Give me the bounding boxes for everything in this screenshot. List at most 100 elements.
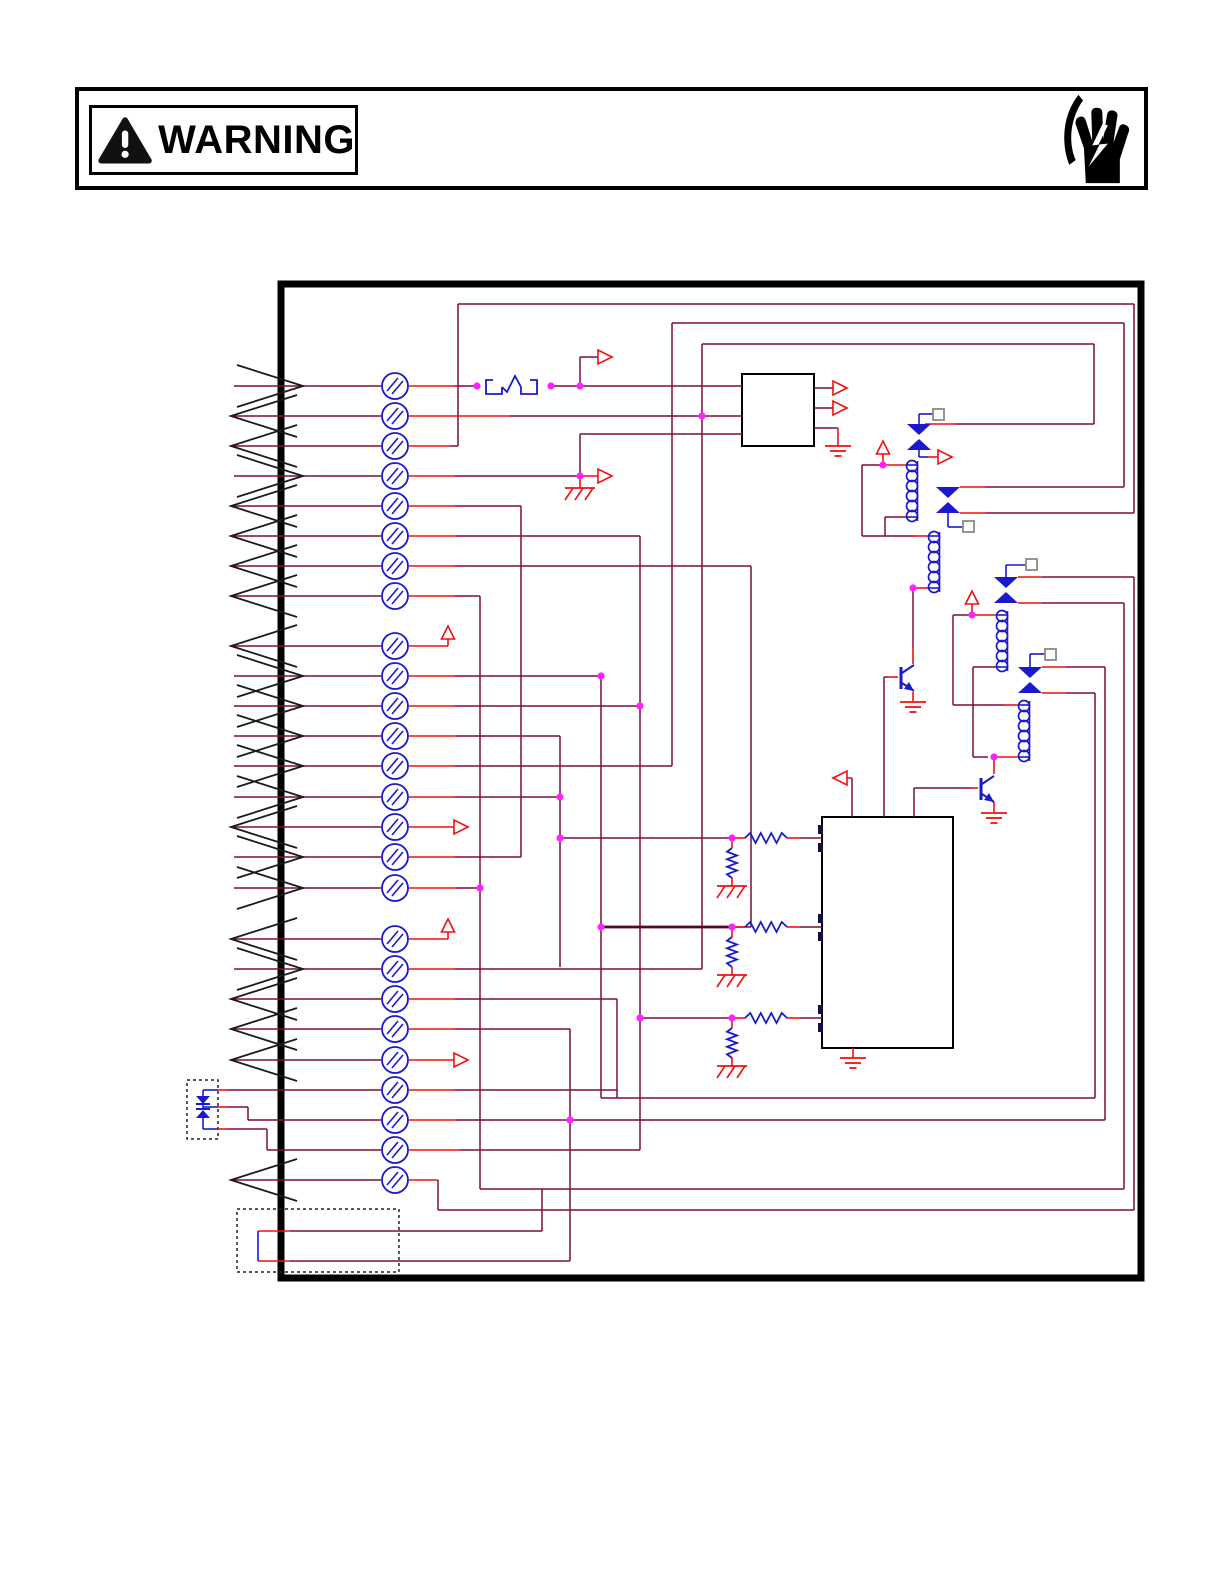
chevron-connector-icon — [236, 364, 306, 408]
junction-dot — [636, 1014, 644, 1022]
warning-box: WARNING — [89, 105, 358, 175]
chevron-connector-icon — [236, 654, 306, 698]
signal-arrow-up-icon — [875, 439, 891, 455]
junction-dot — [597, 672, 605, 680]
terminal-hatch — [391, 560, 404, 575]
fuse — [501, 374, 522, 394]
terminal-hatch — [391, 993, 404, 1008]
ground-rake-icon — [726, 885, 736, 899]
ground-rake-icon — [574, 487, 584, 501]
terminal-hatch — [386, 960, 399, 975]
ground-rake-icon — [716, 885, 726, 899]
ground-rake-icon — [564, 487, 574, 501]
chevron-connector-icon — [228, 544, 298, 588]
terminal-hatch — [391, 640, 404, 655]
chevron-connector-icon — [236, 454, 306, 498]
ground-rake-icon — [726, 1065, 736, 1079]
coil-winding-icon — [927, 580, 941, 594]
schematic-border — [277, 280, 1145, 1282]
junction-dot — [597, 923, 605, 931]
chevron-connector-icon — [228, 977, 298, 1021]
chevron-connector-icon — [228, 624, 298, 668]
coil-winding-icon — [995, 649, 1009, 663]
gate-terminal-square — [962, 520, 975, 533]
terminal-hatch — [386, 727, 399, 742]
gate-terminal-square — [1044, 648, 1057, 661]
terminal-hatch — [391, 730, 404, 745]
chevron-connector-icon — [236, 744, 306, 788]
terminal-hatch — [386, 757, 399, 772]
chevron-connector-icon — [236, 835, 306, 879]
junction-dot — [636, 702, 644, 710]
terminal-hatch — [391, 500, 404, 515]
terminal-hatch — [386, 1171, 399, 1186]
chevron-connector-icon — [236, 684, 306, 728]
chevron-connector-icon — [228, 484, 298, 528]
resistor — [744, 1011, 788, 1025]
signal-arrow-up-icon — [964, 589, 980, 605]
ic-pin-mark — [818, 1005, 823, 1014]
ic-box — [821, 816, 954, 1049]
ground-rake-icon — [726, 974, 736, 988]
resistor — [724, 936, 740, 968]
signal-arrow-up-icon — [440, 624, 456, 640]
terminal-hatch — [391, 530, 404, 545]
coil-winding-icon — [905, 459, 919, 473]
terminal-hatch — [386, 930, 399, 945]
terminal-icon — [381, 492, 409, 520]
coil-winding-icon — [995, 629, 1009, 643]
junction-dot — [473, 382, 481, 390]
junction-dot — [556, 793, 564, 801]
terminal-icon — [381, 722, 409, 750]
terminal-icon — [381, 813, 409, 841]
terminal-icon — [381, 874, 409, 902]
coil-winding-icon — [995, 619, 1009, 633]
terminal-icon — [381, 1166, 409, 1194]
terminal-hatch — [391, 590, 404, 605]
terminal-hatch — [391, 1144, 404, 1159]
triac-down-arrow-icon — [994, 577, 1018, 588]
junction-dot — [968, 611, 976, 619]
npn-collector — [901, 664, 915, 674]
chevron-connector-icon — [228, 805, 298, 849]
terminal-hatch — [386, 1081, 399, 1096]
resistor — [744, 920, 788, 934]
fuse — [485, 379, 503, 395]
junction-dot — [909, 584, 917, 592]
terminal-hatch — [386, 879, 399, 894]
coil-winding-icon — [905, 489, 919, 503]
coil-winding-icon — [927, 550, 941, 564]
npn-transistor-bar — [899, 667, 903, 689]
fuse — [520, 379, 538, 395]
terminal-hatch — [391, 410, 404, 425]
terminal-icon — [381, 462, 409, 490]
coil-winding-icon — [1017, 749, 1031, 763]
coil-winding-icon — [1017, 699, 1031, 713]
terminal-hatch — [391, 1114, 404, 1129]
terminal-hatch — [386, 818, 399, 833]
terminal-hatch — [391, 760, 404, 775]
signal-arrow-up-icon — [440, 917, 456, 933]
terminal-hatch — [391, 670, 404, 685]
terminal-hatch — [386, 557, 399, 572]
gate-terminal-square — [932, 408, 945, 421]
dashed-connector-box — [186, 1079, 219, 1140]
ground-rake-icon — [736, 974, 746, 988]
terminal-hatch — [386, 788, 399, 803]
terminal-icon — [381, 955, 409, 983]
chevron-connector-icon — [228, 1158, 298, 1202]
chevron-connector-icon — [228, 424, 298, 468]
terminal-hatch — [386, 377, 399, 392]
terminal-hatch — [391, 470, 404, 485]
coil-winding-icon — [927, 560, 941, 574]
terminal-hatch — [391, 1174, 404, 1189]
junction-dot — [476, 884, 484, 892]
npn-collector — [981, 775, 995, 785]
triac-up-arrow-icon — [936, 502, 960, 513]
triac-down-arrow-icon — [907, 424, 931, 435]
chevron-connector-icon — [236, 866, 306, 910]
junction-dot — [576, 382, 584, 390]
coil-winding-icon — [905, 499, 919, 513]
terminal-icon — [381, 783, 409, 811]
